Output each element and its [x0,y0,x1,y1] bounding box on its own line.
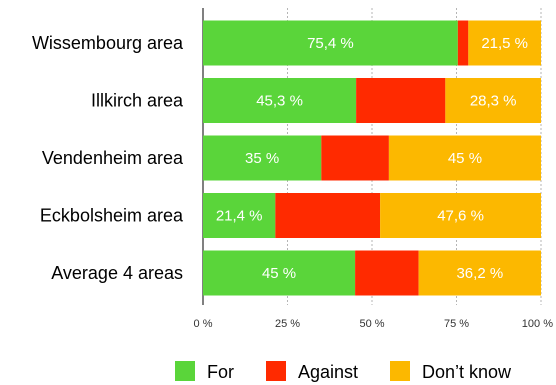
bar-against-vendenheim-area [321,135,389,181]
category-label-illkirch-area: Illkirch area [91,91,184,111]
bar-don-t-know-eckbolsheim-area [380,193,541,238]
data-label-for-eckbolsheim-area: 21,4 % [216,208,263,225]
bar-against-wissembourg-area [457,20,469,66]
bar-against-eckbolsheim-area [275,193,381,238]
bar-don-t-know-vendenheim-area [388,135,541,181]
bar-for-vendenheim-area [203,135,322,181]
x-tick-label-0: 0 % [194,318,213,330]
x-tick-label-50: 50 % [359,318,384,330]
data-label-don-t-know-illkirch-area: 28,3 % [470,93,517,110]
category-label-eckbolsheim-area: Eckbolsheim area [40,206,184,226]
x-tick-label-25: 25 % [275,318,300,330]
data-label-don-t-know-wissembourg-area: 21,5 % [481,35,528,52]
bar-for-eckbolsheim-area [203,193,276,238]
category-label-vendenheim-area: Vendenheim area [42,148,184,168]
data-label-for-wissembourg-area: 75,4 % [307,35,354,52]
legend-label-don-t-know: Don’t know [422,362,512,382]
x-tick-label-75: 75 % [444,318,469,330]
bars: 75,4 % 21,5 % 45,3 % 28,3 % 35 % 45 % 21,4 % 47… [203,20,541,296]
category-label-average-4-areas: Average 4 areas [51,263,183,283]
category-labels: Wissembourg area Illkirch area Vendenheim … [32,33,184,283]
legend-label-for: For [207,362,234,382]
bar-don-t-know-illkirch-area [445,78,541,123]
data-label-don-t-know-average-4-areas: 36,2 % [456,265,503,282]
legend-swatch-don-t-know [390,361,410,381]
bar-against-average-4-areas [355,250,419,296]
x-tick-label-100: 100 % [522,318,553,330]
bar-don-t-know-average-4-areas [418,250,541,296]
data-label-for-average-4-areas: 45 % [262,265,296,282]
legend-swatch-for [175,361,195,381]
legend-label-against: Against [298,362,358,382]
bar-for-illkirch-area [203,78,357,123]
data-label-for-illkirch-area: 45,3 % [256,93,303,110]
x-axis-tick-labels: 0 % 25 % 50 % 75 % 100 % [194,318,554,330]
legend-swatch-against [266,361,286,381]
category-label-wissembourg-area: Wissembourg area [32,33,184,53]
data-label-don-t-know-vendenheim-area: 45 % [448,150,482,167]
data-label-for-vendenheim-area: 35 % [245,150,279,167]
bar-against-illkirch-area [356,78,446,123]
legend: For Against Don’t know [175,361,512,382]
bar-don-t-know-wissembourg-area [468,20,541,66]
data-label-don-t-know-eckbolsheim-area: 47,6 % [437,208,484,225]
bar-for-average-4-areas [203,250,356,296]
bar-for-wissembourg-area [203,20,458,66]
